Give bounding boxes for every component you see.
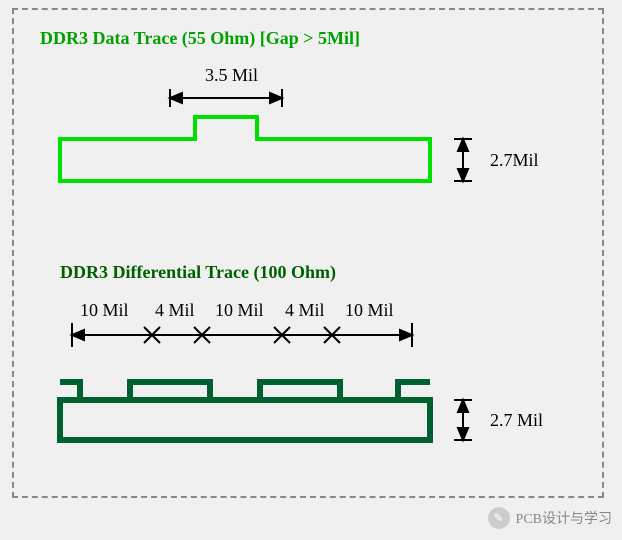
section2-right-dim-label: 2.7 Mil — [490, 410, 543, 431]
section1-top-dim — [170, 89, 282, 107]
section2-svg — [0, 260, 622, 540]
watermark-icon: ✎ — [488, 507, 510, 529]
section1-svg — [0, 0, 622, 250]
section2-right-dim — [454, 400, 472, 440]
section2-trace — [60, 382, 430, 440]
watermark: ✎ PCB设计与学习 — [488, 507, 612, 529]
section1-trace — [60, 117, 430, 181]
watermark-text: PCB设计与学习 — [516, 508, 612, 528]
section1-right-dim — [454, 139, 472, 181]
section1-right-dim-label: 2.7Mil — [490, 150, 539, 171]
diagram-canvas: DDR3 Data Trace (55 Ohm) [Gap > 5Mil] 3.… — [0, 0, 622, 535]
section2-dim-chain — [72, 323, 412, 347]
